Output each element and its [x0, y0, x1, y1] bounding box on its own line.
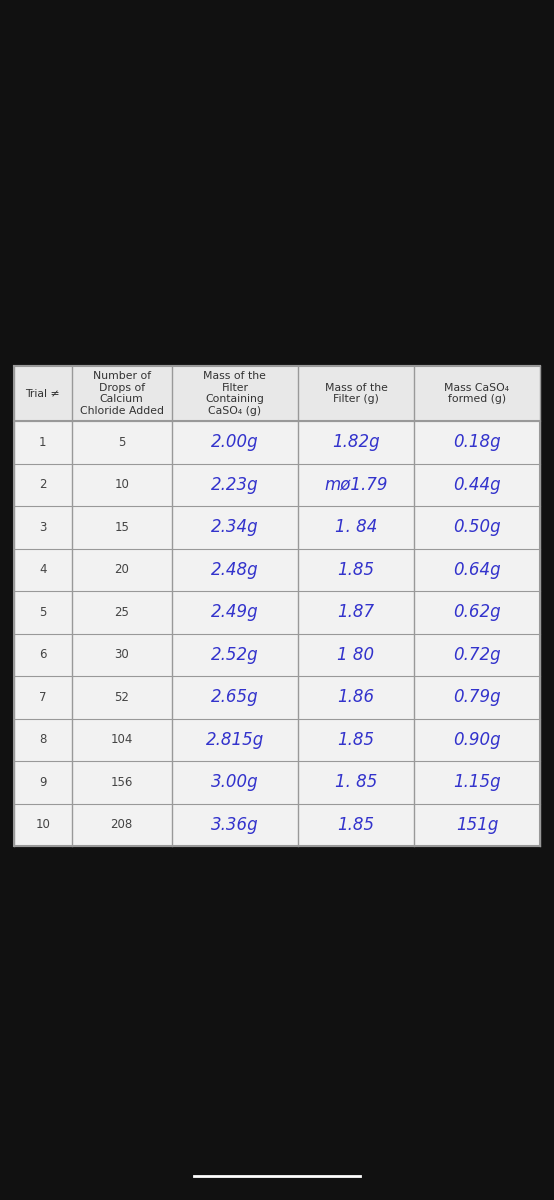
Text: 0.79g: 0.79g — [453, 689, 501, 707]
Text: 7: 7 — [39, 691, 47, 704]
Text: 10: 10 — [35, 818, 50, 832]
Text: 2: 2 — [39, 479, 47, 492]
Text: 1 80: 1 80 — [337, 646, 375, 664]
Bar — [14, 366, 540, 421]
Text: 8: 8 — [39, 733, 47, 746]
Text: 5: 5 — [39, 606, 47, 619]
Text: 1.15g: 1.15g — [453, 773, 501, 791]
Text: 2.49g: 2.49g — [211, 604, 259, 622]
Text: 0.50g: 0.50g — [453, 518, 501, 536]
Text: 208: 208 — [111, 818, 133, 832]
Text: 2.34g: 2.34g — [211, 518, 259, 536]
Text: 0.72g: 0.72g — [453, 646, 501, 664]
Text: 2.23g: 2.23g — [211, 476, 259, 494]
Text: 1.86: 1.86 — [337, 689, 375, 707]
Text: 3.36g: 3.36g — [211, 816, 259, 834]
Text: Mass of the
Filter
Containing
CaSO₄ (g): Mass of the Filter Containing CaSO₄ (g) — [203, 371, 266, 416]
Text: 5: 5 — [118, 436, 125, 449]
Text: 9: 9 — [39, 775, 47, 788]
Text: 2.65g: 2.65g — [211, 689, 259, 707]
Text: 104: 104 — [111, 733, 133, 746]
Text: 0.90g: 0.90g — [453, 731, 501, 749]
Bar — [14, 366, 540, 846]
Text: 10: 10 — [114, 479, 129, 492]
Text: 25: 25 — [114, 606, 129, 619]
Text: 2.52g: 2.52g — [211, 646, 259, 664]
Text: 2.48g: 2.48g — [211, 560, 259, 578]
Text: 0.18g: 0.18g — [453, 433, 501, 451]
Text: 3: 3 — [39, 521, 47, 534]
Text: 1.82g: 1.82g — [332, 433, 379, 451]
Text: 1.85: 1.85 — [337, 560, 375, 578]
Text: 1: 1 — [39, 436, 47, 449]
Text: 0.62g: 0.62g — [453, 604, 501, 622]
Text: 4: 4 — [39, 563, 47, 576]
Text: 20: 20 — [114, 563, 129, 576]
Text: Mass of the
Filter (g): Mass of the Filter (g) — [325, 383, 387, 404]
Text: 156: 156 — [111, 775, 133, 788]
Text: 2.815g: 2.815g — [206, 731, 264, 749]
Text: 0.64g: 0.64g — [453, 560, 501, 578]
Text: 1. 85: 1. 85 — [335, 773, 377, 791]
Text: 15: 15 — [114, 521, 129, 534]
Text: 151g: 151g — [456, 816, 498, 834]
Text: 1.85: 1.85 — [337, 731, 375, 749]
Text: 1.87: 1.87 — [337, 604, 375, 622]
Text: Trial ≠: Trial ≠ — [25, 389, 60, 398]
Text: 30: 30 — [114, 648, 129, 661]
Text: 1.85: 1.85 — [337, 816, 375, 834]
Text: 6: 6 — [39, 648, 47, 661]
Text: 0.44g: 0.44g — [453, 476, 501, 494]
Text: 52: 52 — [114, 691, 129, 704]
Text: Mass CaSO₄
formed (g): Mass CaSO₄ formed (g) — [444, 383, 510, 404]
Text: Number of
Drops of
Calcium
Chloride Added: Number of Drops of Calcium Chloride Adde… — [80, 371, 164, 416]
Text: 3.00g: 3.00g — [211, 773, 259, 791]
Text: 2.00g: 2.00g — [211, 433, 259, 451]
Text: mø1.79: mø1.79 — [324, 476, 388, 494]
Text: 1. 84: 1. 84 — [335, 518, 377, 536]
